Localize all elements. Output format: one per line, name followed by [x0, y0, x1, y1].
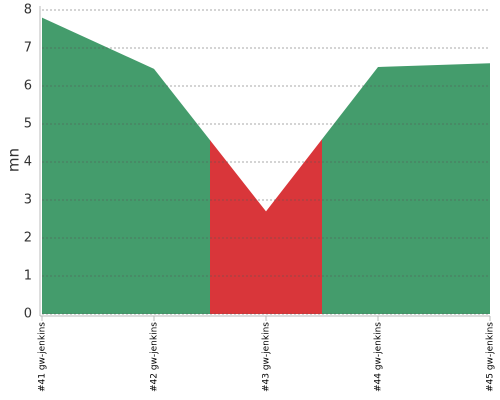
y-tick-label: 5	[24, 117, 32, 132]
area-segment	[210, 139, 322, 314]
area-segment	[434, 63, 490, 315]
y-tick-label: 6	[24, 79, 32, 94]
y-tick-label: 0	[24, 307, 32, 322]
x-tick-label: #43 gw-jenkins	[262, 322, 272, 392]
x-tick-label: #42 gw-jenkins	[150, 322, 160, 392]
x-tick-label: #41 gw-jenkins	[38, 322, 48, 392]
y-tick-label: 4	[24, 155, 32, 170]
area-segment	[322, 65, 434, 314]
y-tick-label: 2	[24, 231, 32, 246]
y-tick-label: 3	[24, 193, 32, 208]
area-segment	[42, 17, 98, 314]
y-axis-label: mn	[5, 148, 23, 172]
y-tick-label: 7	[24, 41, 32, 56]
x-tick-label: #45 gw-jenkins	[486, 322, 496, 392]
y-tick-label: 1	[24, 269, 32, 284]
x-tick-label: #44 gw-jenkins	[374, 322, 384, 392]
y-tick-label: 8	[24, 3, 32, 18]
area-segment	[98, 43, 210, 314]
